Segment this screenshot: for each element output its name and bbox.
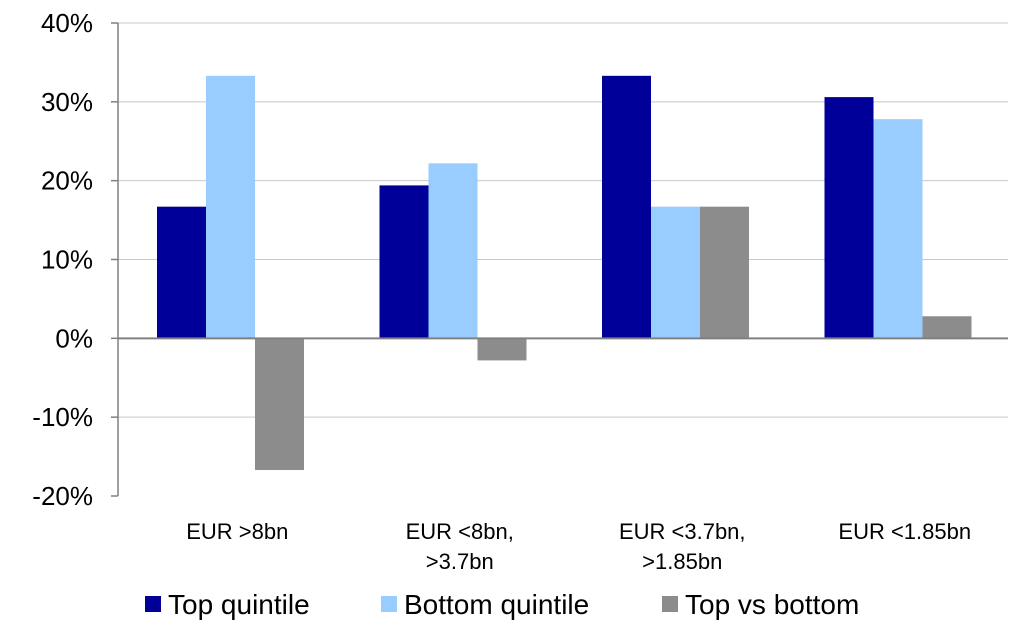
y-axis: 40% 30% 20% 10% 0% -10% -20% <box>32 8 119 511</box>
legend-label: Top quintile <box>168 589 310 620</box>
x-axis: EUR >8bn EUR <8bn, >3.7bn EUR <3.7bn, >1.85b… <box>118 337 1008 574</box>
bar-top-quintile <box>379 185 429 339</box>
x-tick-label: >1.85bn <box>642 549 722 574</box>
bar-bottom-quintile <box>428 163 478 339</box>
y-tick-label: -10% <box>32 402 93 432</box>
bar-top-quintile <box>157 206 206 339</box>
legend-label: Top vs bottom <box>685 589 859 620</box>
legend-swatch <box>145 596 161 612</box>
x-tick-label: >3.7bn <box>426 549 494 574</box>
bar-top-quintile <box>602 75 651 339</box>
legend: Top quintile Bottom quintile Top vs bottom <box>145 589 859 620</box>
bar-bottom-quintile <box>651 206 700 339</box>
y-tick-label: 40% <box>41 8 93 38</box>
bar-top-vs-bottom <box>477 338 527 361</box>
y-tick-label: -20% <box>32 481 93 511</box>
bar-top-quintile <box>824 97 874 339</box>
y-tick-label: 30% <box>41 87 93 117</box>
x-tick-label: EUR <3.7bn, <box>619 519 746 544</box>
bar-top-vs-bottom <box>922 316 972 339</box>
legend-swatch <box>662 596 678 612</box>
y-tick-label: 10% <box>41 245 93 275</box>
bar-top-vs-bottom <box>700 206 749 339</box>
legend-swatch <box>381 596 397 612</box>
bar-bottom-quintile <box>873 119 923 339</box>
bars <box>157 75 972 470</box>
y-tick-label: 0% <box>55 323 93 353</box>
bar-bottom-quintile <box>206 75 255 339</box>
bar-top-vs-bottom <box>255 338 304 470</box>
x-tick-label: EUR <1.85bn <box>838 519 971 544</box>
y-tick-label: 20% <box>41 166 93 196</box>
legend-label: Bottom quintile <box>404 589 589 620</box>
x-tick-label: EUR >8bn <box>186 519 288 544</box>
x-tick-label: EUR <8bn, <box>406 519 514 544</box>
